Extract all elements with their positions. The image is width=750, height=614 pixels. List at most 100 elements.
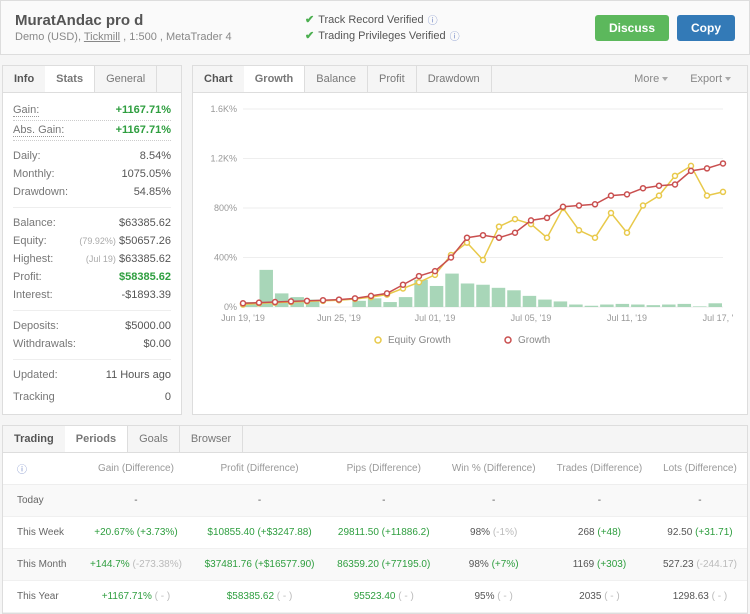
svg-text:1.2K%: 1.2K% xyxy=(210,154,237,164)
verified-label-2: Trading Privileges Verified xyxy=(318,30,445,42)
svg-text:400%: 400% xyxy=(214,253,237,263)
table-header: Gain (Difference) xyxy=(79,453,193,485)
check-icon: ✔ xyxy=(305,13,314,26)
more-dropdown[interactable]: More xyxy=(626,69,676,89)
svg-text:0%: 0% xyxy=(224,302,237,312)
copy-button[interactable]: Copy xyxy=(677,15,735,41)
account-subtitle: Demo (USD), Tickmill , 1:500 , MetaTrade… xyxy=(15,31,305,43)
svg-text:1.6K%: 1.6K% xyxy=(210,104,237,114)
trading-tabs: Trading Periods Goals Browser xyxy=(3,426,747,453)
chevron-down-icon xyxy=(662,77,668,81)
more-label: More xyxy=(634,73,659,85)
svg-text:Jun 25, '19: Jun 25, '19 xyxy=(317,313,361,323)
tab-stats[interactable]: Stats xyxy=(45,66,95,92)
monthly-value: 1075.05% xyxy=(121,168,171,180)
table-header: Win % (Difference) xyxy=(441,453,546,485)
subtitle-prefix: Demo (USD), xyxy=(15,31,84,43)
header-actions: Discuss Copy xyxy=(595,15,735,41)
table-header: Pips (Difference) xyxy=(326,453,441,485)
highest-sub: (Jul 19) xyxy=(86,254,116,264)
profit-value: $58385.62 xyxy=(119,271,171,283)
trading-panel: Trading Periods Goals Browser ⓘGain (Dif… xyxy=(2,425,748,614)
tracking-value: 0 xyxy=(165,391,171,403)
tab-general[interactable]: General xyxy=(95,66,157,92)
interest-label: Interest: xyxy=(13,289,53,301)
equity-value: (79.92%) $50657.26 xyxy=(79,235,171,247)
table-header: Profit (Difference) xyxy=(193,453,326,485)
table-header: ⓘ xyxy=(3,453,79,485)
tab-periods[interactable]: Periods xyxy=(65,426,128,452)
updated-value: 11 Hours ago xyxy=(106,369,171,381)
info-tab-label: Info xyxy=(3,66,45,92)
interest-value: -$1893.39 xyxy=(121,289,171,301)
account-title: MuratAndac pro d xyxy=(15,12,305,29)
table-row: This Month+144.7% (-273.38%)$37481.76 (+… xyxy=(3,549,747,581)
table-row: This Year+1167.71% ( - )$58385.62 ( - )9… xyxy=(3,581,747,613)
svg-text:Equity Growth: Equity Growth xyxy=(388,335,451,346)
help-icon[interactable]: ⓘ xyxy=(450,28,460,43)
chart-tab-label: Chart xyxy=(193,66,244,92)
drawdown-label: Drawdown: xyxy=(13,186,68,198)
profit-label: Profit: xyxy=(13,271,42,283)
trading-privileges-verified: ✔ Trading Privileges Verified ⓘ xyxy=(305,28,595,43)
svg-text:800%: 800% xyxy=(214,203,237,213)
track-record-verified: ✔ Track Record Verified ⓘ xyxy=(305,12,595,27)
table-header: Trades (Difference) xyxy=(546,453,653,485)
equity-sub: (79.92%) xyxy=(79,236,116,246)
balance-value: $63385.62 xyxy=(119,217,171,229)
drawdown-value: 54.85% xyxy=(134,186,171,198)
info-panel: Info Stats General Gain: +1167.71% Abs. G… xyxy=(2,65,182,415)
svg-text:Growth: Growth xyxy=(518,335,550,346)
tab-browser[interactable]: Browser xyxy=(180,426,243,452)
subtitle-suffix: , 1:500 , MetaTrader 4 xyxy=(120,31,231,43)
equity-val: $50657.26 xyxy=(119,235,171,247)
tab-goals[interactable]: Goals xyxy=(128,426,180,452)
daily-value: 8.54% xyxy=(140,150,171,162)
tab-balance[interactable]: Balance xyxy=(305,66,368,92)
chevron-down-icon xyxy=(725,77,731,81)
account-header: MuratAndac pro d Demo (USD), Tickmill , … xyxy=(0,0,750,55)
export-dropdown[interactable]: Export xyxy=(682,69,739,89)
chart-panel: Chart Growth Balance Profit Drawdown Mor… xyxy=(192,65,748,415)
periods-table: ⓘGain (Difference)Profit (Difference)Pip… xyxy=(3,453,747,613)
table-header: Lots (Difference) xyxy=(653,453,747,485)
table-row: This Week+20.67% (+3.73%)$10855.40 (+$32… xyxy=(3,517,747,549)
check-icon: ✔ xyxy=(305,29,314,42)
svg-text:Jun 19, '19: Jun 19, '19 xyxy=(221,313,265,323)
header-title-block: MuratAndac pro d Demo (USD), Tickmill , … xyxy=(15,12,305,43)
highest-value: (Jul 19) $63385.62 xyxy=(86,253,171,265)
updated-label: Updated: xyxy=(13,369,58,381)
table-row: Today------ xyxy=(3,485,747,517)
trading-tab-label: Trading xyxy=(3,426,65,452)
svg-text:Jul 11, '19: Jul 11, '19 xyxy=(607,313,647,323)
tracking-label: Tracking xyxy=(13,391,55,403)
export-label: Export xyxy=(690,73,722,85)
info-tabs: Info Stats General xyxy=(3,66,181,93)
equity-label: Equity: xyxy=(13,235,47,247)
verified-label-1: Track Record Verified xyxy=(318,14,423,26)
growth-chart: 1.6K% 1.2K% 800% 400% 0%Jun 19, '19 Jun 25, '… xyxy=(203,103,733,353)
gain-value: +1167.71% xyxy=(116,104,171,117)
tab-growth[interactable]: Growth xyxy=(244,66,306,92)
svg-text:Jul 17, '19: Jul 17, '19 xyxy=(703,313,733,323)
deposits-label: Deposits: xyxy=(13,320,59,332)
withdrawals-value: $0.00 xyxy=(143,338,171,350)
balance-label: Balance: xyxy=(13,217,56,229)
gain-label: Gain: xyxy=(13,104,39,117)
daily-label: Daily: xyxy=(13,150,41,162)
tab-drawdown[interactable]: Drawdown xyxy=(417,66,492,92)
absgain-label: Abs. Gain: xyxy=(13,124,64,137)
broker-link[interactable]: Tickmill xyxy=(84,31,120,43)
verification-block: ✔ Track Record Verified ⓘ ✔ Trading Priv… xyxy=(305,11,595,44)
tab-profit[interactable]: Profit xyxy=(368,66,417,92)
svg-text:Jul 01, '19: Jul 01, '19 xyxy=(415,313,456,323)
monthly-label: Monthly: xyxy=(13,168,55,180)
absgain-value: +1167.71% xyxy=(116,124,171,137)
discuss-button[interactable]: Discuss xyxy=(595,15,669,41)
svg-text:Jul 05, '19: Jul 05, '19 xyxy=(511,313,552,323)
highest-label: Highest: xyxy=(13,253,53,265)
withdrawals-label: Withdrawals: xyxy=(13,338,76,350)
highest-val: $63385.62 xyxy=(119,253,171,265)
help-icon[interactable]: ⓘ xyxy=(428,12,438,27)
deposits-value: $5000.00 xyxy=(125,320,171,332)
